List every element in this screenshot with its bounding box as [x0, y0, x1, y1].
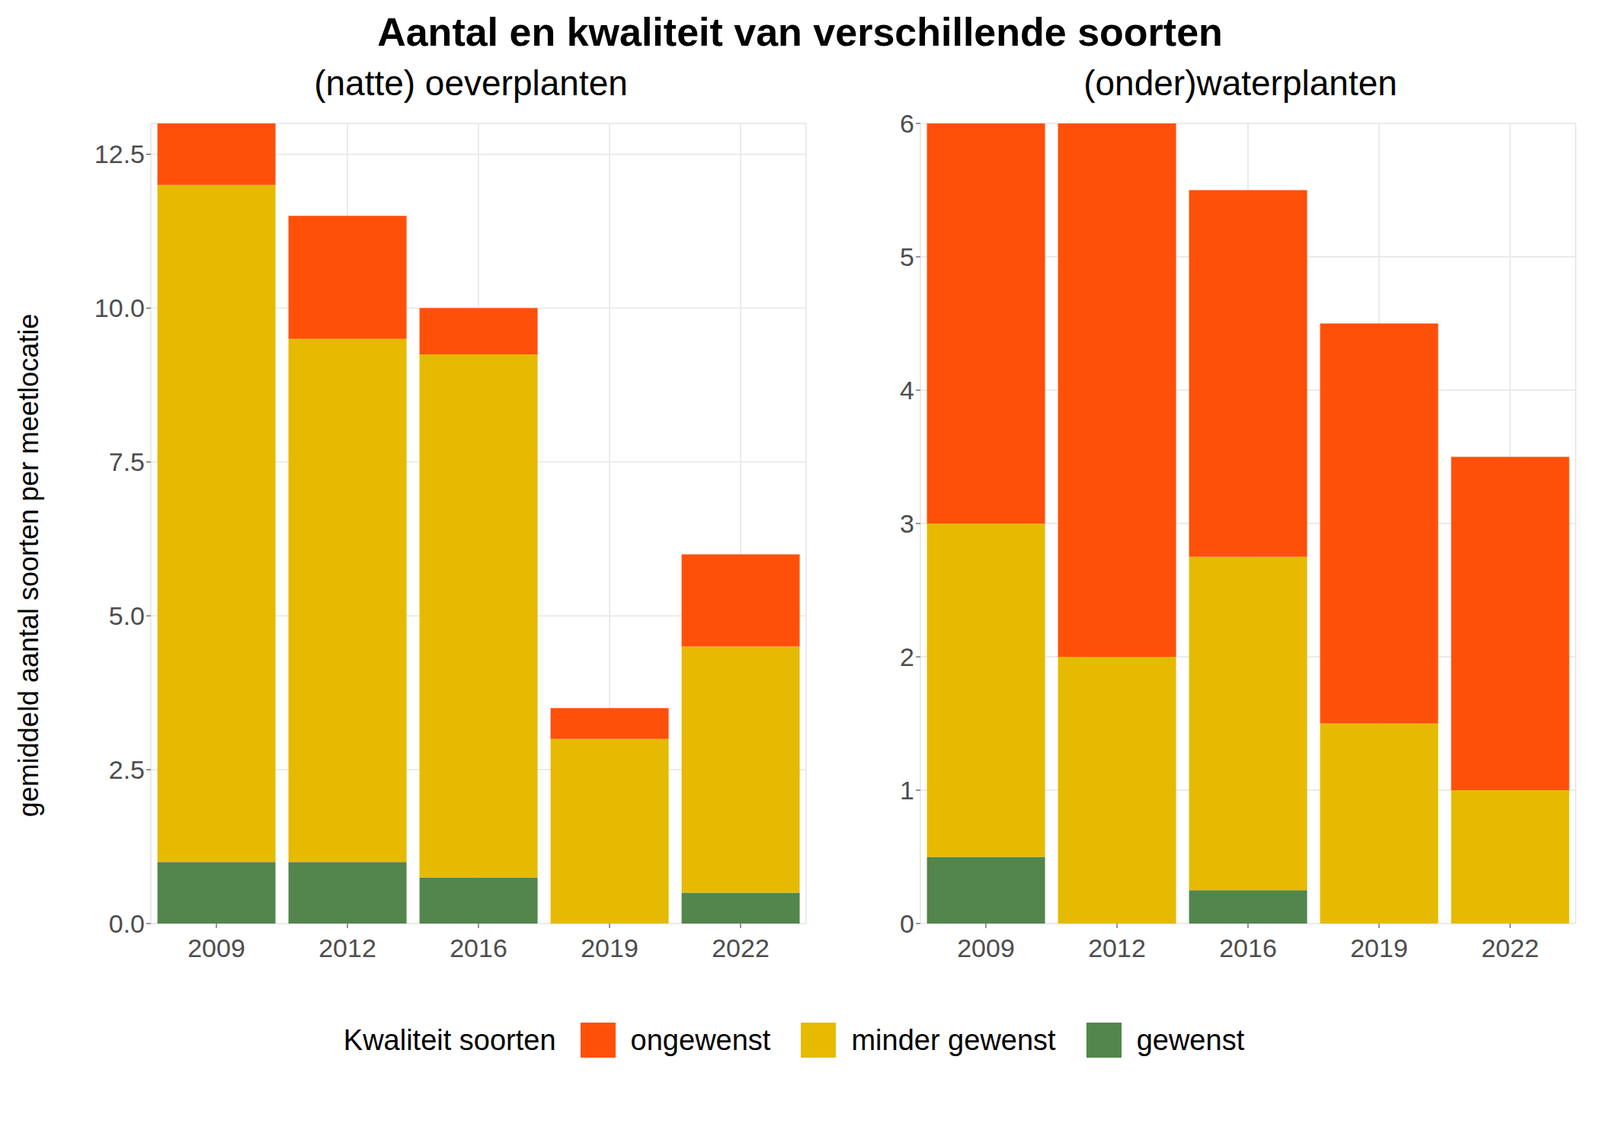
svg-text:5.0: 5.0	[108, 601, 145, 631]
svg-text:2.5: 2.5	[108, 755, 145, 784]
html-text:ongewenst: ongewenst	[630, 1023, 771, 1056]
html-text:(onder)waterplanten: (onder)waterplanten	[1083, 63, 1398, 103]
svg-text:1: 1	[899, 775, 915, 805]
svg-text:2022: 2022	[1481, 933, 1540, 963]
svg-text:7.5: 7.5	[108, 447, 145, 477]
svg-text:2009: 2009	[956, 933, 1015, 963]
svg-text:2016: 2016	[449, 933, 508, 963]
svg-text:3: 3	[899, 508, 915, 538]
html-text:gewenst: gewenst	[1136, 1023, 1245, 1056]
html-text:(natte) oeverplanten: (natte) oeverplanten	[313, 63, 628, 103]
svg-text:0: 0	[899, 908, 915, 938]
svg-text:5: 5	[899, 242, 915, 272]
svg-text:2: 2	[899, 642, 915, 672]
svg-text:4: 4	[899, 375, 915, 405]
html-text:Kwaliteit soorten: Kwaliteit soorten	[343, 1023, 556, 1056]
svg-text:2022: 2022	[711, 933, 770, 963]
html-text:Aantal en kwaliteit van versch: Aantal en kwaliteit van verschillende so…	[377, 9, 1223, 55]
svg-text:2019: 2019	[1350, 933, 1408, 963]
svg-text:2012: 2012	[318, 933, 377, 963]
svg-text:6: 6	[899, 108, 915, 138]
svg-text:10.0: 10.0	[94, 293, 145, 323]
svg-text:2012: 2012	[1088, 933, 1146, 963]
svg-text:0.0: 0.0	[108, 908, 145, 938]
svg-text:2019: 2019	[580, 933, 639, 963]
html-text:gemiddeld aantal soorten per m: gemiddeld aantal soorten per meetlocatie	[12, 313, 45, 817]
svg-text:12.5: 12.5	[94, 139, 145, 169]
svg-text:2009: 2009	[187, 933, 246, 963]
svg-text:2016: 2016	[1219, 933, 1277, 963]
html-text:minder gewenst: minder gewenst	[851, 1023, 1056, 1056]
